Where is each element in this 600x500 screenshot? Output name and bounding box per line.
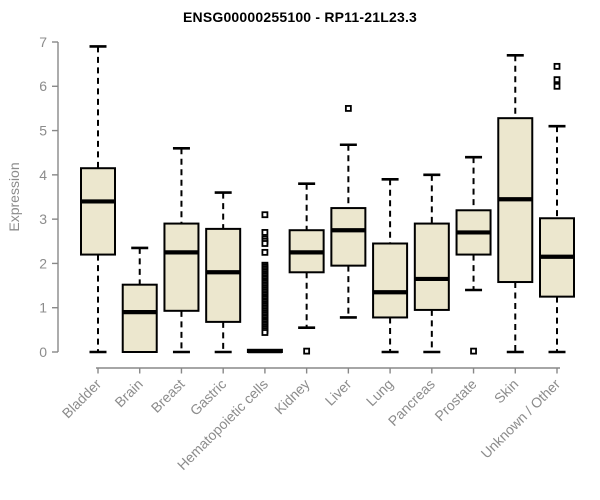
chart-title: ENSG00000255100 - RP11-21L23.3 <box>182 9 418 25</box>
x-tick-label: Liver <box>322 376 355 409</box>
outlier-point <box>261 229 269 236</box>
box-lung <box>372 177 409 354</box>
x-tick-label: Skin <box>491 376 522 407</box>
y-tick-label: 2 <box>39 255 47 271</box>
box-skin <box>497 53 534 354</box>
outlier-point <box>261 329 269 336</box>
y-tick-label: 1 <box>39 300 47 316</box>
x-tick-label: Brain <box>111 376 145 410</box>
y-tick-label: 0 <box>39 344 47 360</box>
y-tick-label: 5 <box>39 122 47 138</box>
x-tick-label: Breast <box>148 376 188 416</box>
y-tick-label: 7 <box>39 34 47 50</box>
y-tick-label: 6 <box>39 78 47 94</box>
box-unknown-other <box>539 62 575 354</box>
x-tick-label: Unknown / Other <box>478 376 564 462</box>
box-bladder <box>80 45 116 354</box>
box-kidney <box>288 182 325 355</box>
box-liver <box>330 105 367 319</box>
outlier-point <box>261 248 269 256</box>
outlier-point <box>261 211 269 219</box>
x-tick-label: Kidney <box>271 376 313 418</box>
iqr-box <box>121 283 158 353</box>
outlier-point <box>553 82 561 90</box>
x-tick-label: Bladder <box>59 376 105 422</box>
y-tick-label: 4 <box>39 167 47 183</box>
box-hematopoietic-cells <box>246 211 283 354</box>
iqr-box <box>413 222 450 311</box>
x-tick-label: Prostate <box>431 376 479 424</box>
outlier-point <box>553 76 561 84</box>
iqr-box <box>205 227 242 323</box>
outlier-point <box>261 240 269 247</box>
outlier-point <box>470 347 477 355</box>
iqr-box <box>330 207 367 267</box>
iqr-box <box>372 242 409 319</box>
iqr-box <box>163 222 200 312</box>
outlier-point <box>344 105 352 112</box>
box-pancreas <box>413 173 450 354</box>
outlier-point <box>303 347 311 355</box>
outlier-point <box>553 62 561 70</box>
x-tick-label: Lung <box>363 376 396 409</box>
box-breast <box>163 146 200 354</box>
box-gastric <box>205 191 242 354</box>
y-tick-label: 3 <box>39 211 47 227</box>
iqr-box <box>80 167 116 256</box>
box-brain <box>121 246 158 353</box>
box-prostate <box>455 155 492 355</box>
